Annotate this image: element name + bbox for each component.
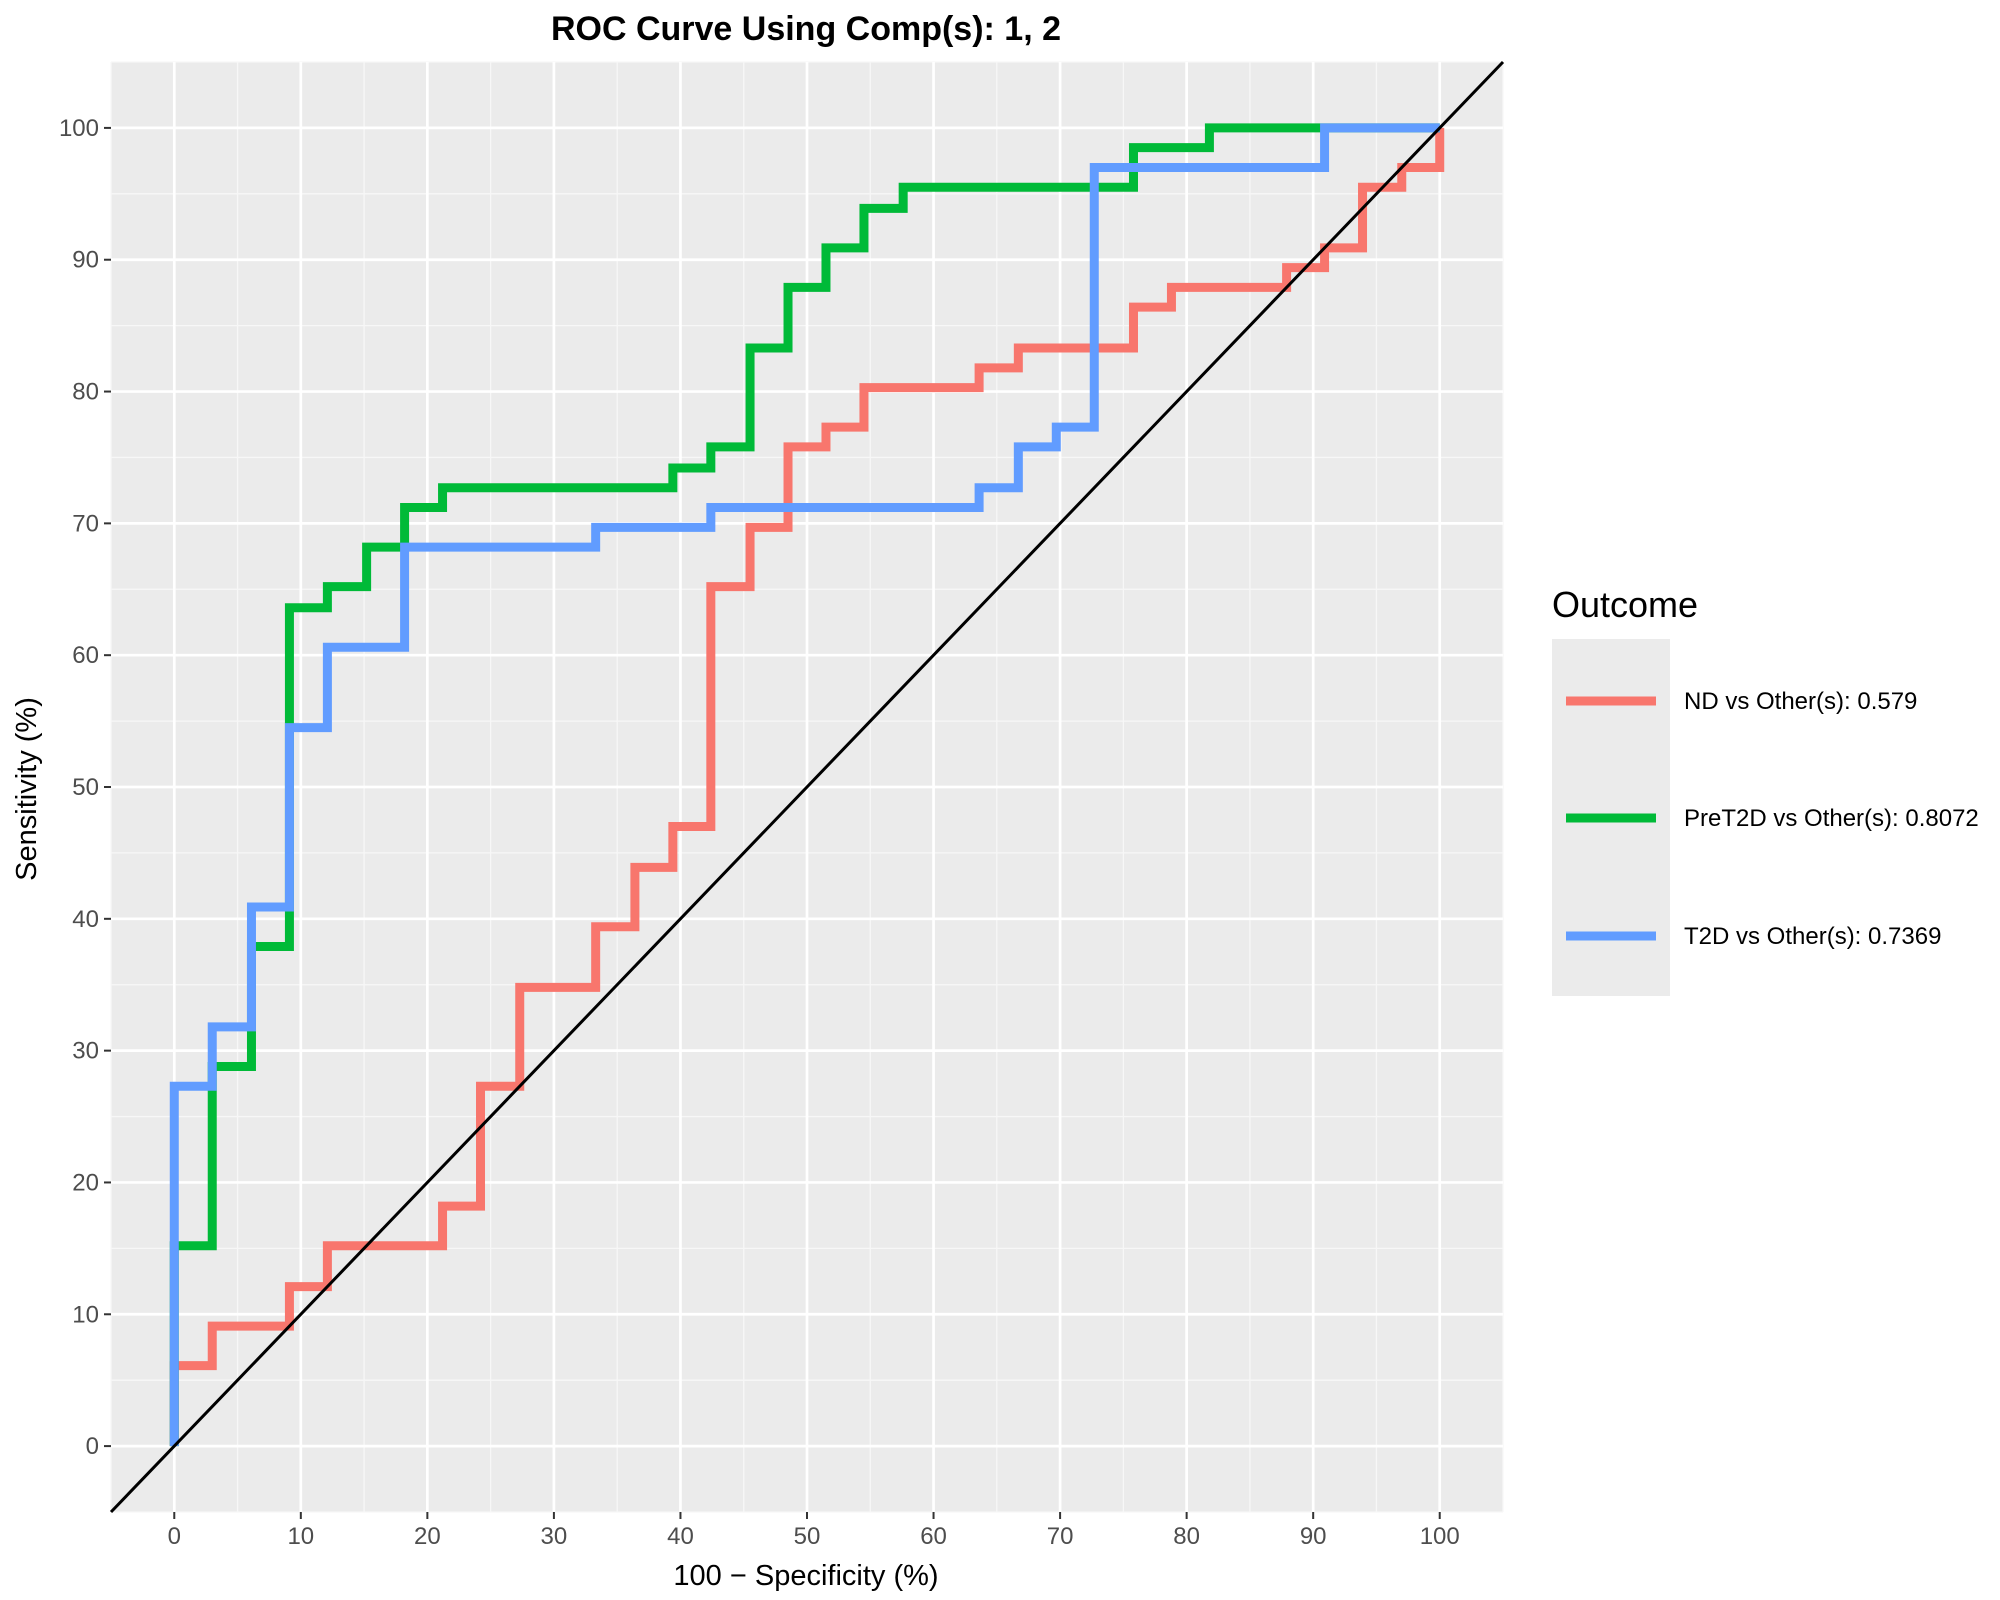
- legend: Outcome ND vs Other(s): 0.579 PreT2D vs O…: [1552, 584, 1979, 996]
- legend-title: Outcome: [1552, 584, 1698, 625]
- legend-label-1: ND vs Other(s): 0.579: [1684, 688, 1917, 715]
- x-tick-label: 90: [1300, 1523, 1327, 1550]
- y-tick-label: 100: [59, 115, 99, 142]
- series-line-1: [169, 127, 1445, 1447]
- x-tick-label: 60: [920, 1523, 947, 1550]
- x-tick-label: 20: [414, 1523, 441, 1550]
- legend-label-3: T2D vs Other(s): 0.7369: [1684, 923, 1941, 950]
- y-axis-label: Sensitivity (%): [11, 697, 43, 881]
- legend-label-2: PreT2D vs Other(s): 0.8072: [1684, 805, 1979, 832]
- x-tick-label: 10: [287, 1523, 314, 1550]
- axes-layer: 0 10 20 30 40 50 60 70 80 90 100 0 10 20 30 40 50 60 70 80 9…: [59, 115, 1460, 1550]
- y-tick-label: 30: [72, 1038, 99, 1065]
- series-line-2: [169, 123, 1440, 1447]
- x-tick-label: 40: [667, 1523, 694, 1550]
- reference-layer: [109, 60, 1505, 1514]
- series-layer: [169, 123, 1445, 1447]
- x-tick-label: 80: [1173, 1523, 1200, 1550]
- y-tick-label: 40: [72, 906, 99, 933]
- reference-diagonal-line: [109, 60, 1505, 1514]
- chart-title: ROC Curve Using Comp(s): 1, 2: [551, 10, 1061, 48]
- y-tick-label: 60: [72, 642, 99, 669]
- x-tick-label: 100: [1420, 1523, 1460, 1550]
- x-tick-label: 0: [168, 1523, 181, 1550]
- y-tick-label: 20: [72, 1169, 99, 1196]
- y-tick-label: 80: [72, 379, 99, 406]
- grid-major: [111, 62, 1503, 1512]
- y-tick-label: 70: [72, 510, 99, 537]
- y-tick-label: 0: [86, 1433, 99, 1460]
- y-tick-label: 10: [72, 1301, 99, 1328]
- x-tick-label: 70: [1047, 1523, 1074, 1550]
- y-tick-label: 50: [72, 774, 99, 801]
- y-tick-label: 90: [72, 247, 99, 274]
- x-axis-label: 100 − Specificity (%): [673, 1560, 938, 1592]
- series-line-3: [169, 123, 1440, 1447]
- x-tick-label: 30: [541, 1523, 568, 1550]
- x-tick-label: 50: [794, 1523, 821, 1550]
